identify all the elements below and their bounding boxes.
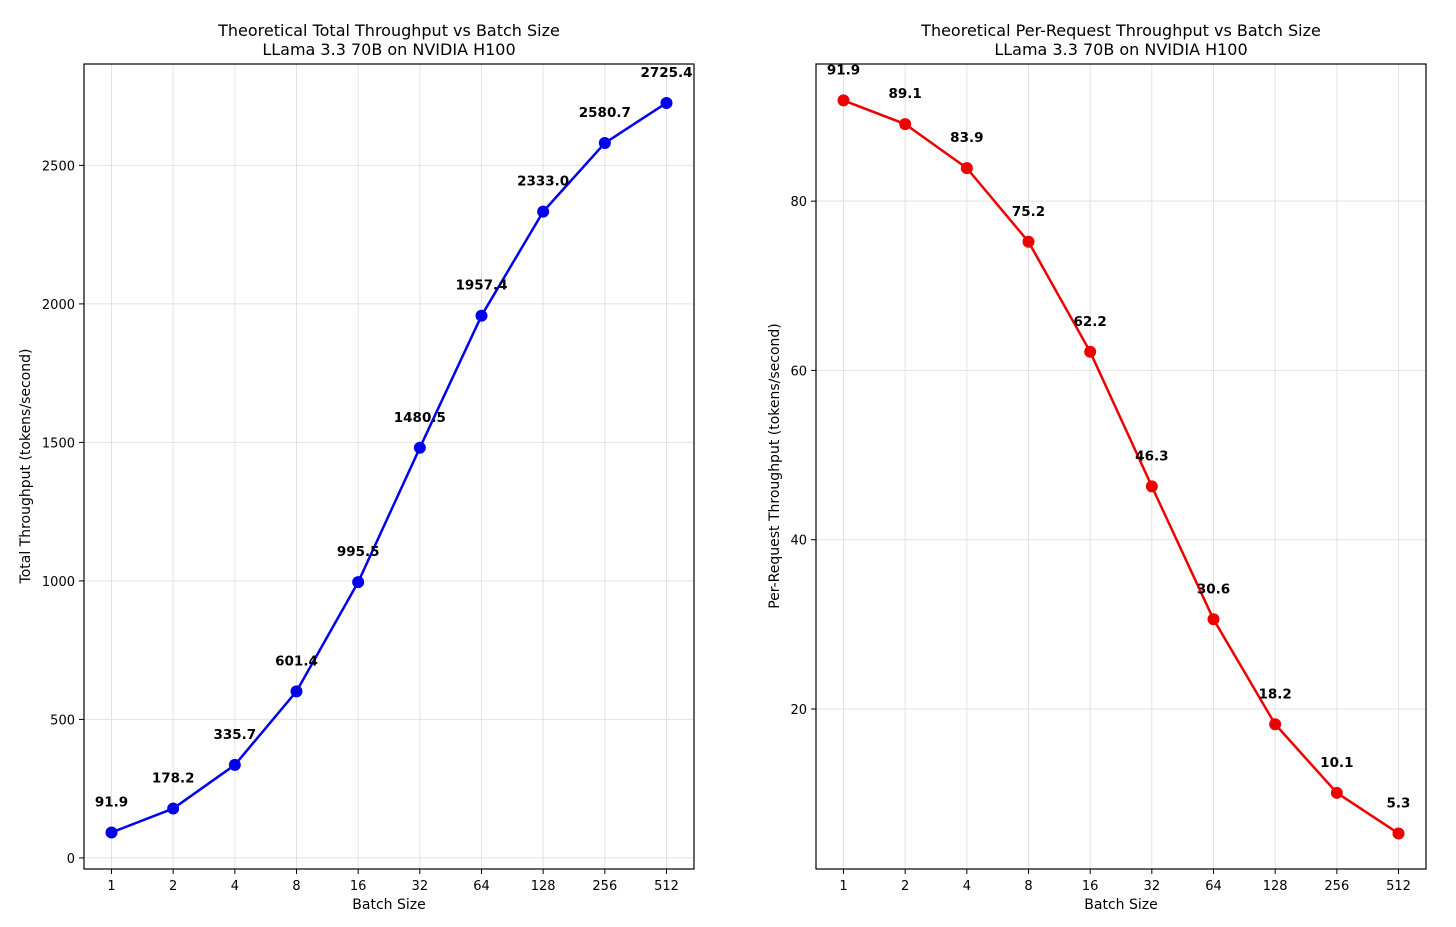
- data-labels: 91.9 89.1 83.9 75.2 62.2 46.3 30.6 18.2 10.1 5.3: [827, 62, 1411, 811]
- x-tick-label: 8: [292, 879, 300, 894]
- data-point: [1330, 786, 1343, 799]
- x-tick-label: 4: [231, 879, 239, 894]
- data-point: [290, 685, 303, 698]
- data-point: [1145, 480, 1158, 493]
- y-tick-label: 1000: [42, 575, 75, 590]
- x-tick-label: 8: [1024, 879, 1032, 894]
- data-label: 89.1: [889, 86, 922, 102]
- x-tick-label: 1: [839, 879, 847, 894]
- x-axis-ticks: 1 2 4 8 16 32 64 128 256 512: [107, 869, 679, 894]
- data-label: 1480.5: [394, 410, 446, 426]
- data-point: [1084, 345, 1097, 358]
- data-labels: 91.9 178.2 335.7 601.4 995.5 1480.5 1957.4 2333…: [95, 65, 693, 811]
- grid-lines: [84, 64, 694, 869]
- x-tick-label: 1: [107, 879, 115, 894]
- x-tick-label: 512: [654, 879, 679, 894]
- data-point: [837, 94, 850, 107]
- data-point: [1207, 613, 1220, 626]
- data-label: 91.9: [95, 794, 128, 810]
- data-label: 2725.4: [640, 65, 692, 81]
- chart-title: Theoretical Total Throughput vs Batch Si…: [217, 21, 560, 40]
- series: [105, 96, 673, 839]
- data-point: [598, 137, 611, 150]
- y-axis-label: Per-Request Throughput (tokens/second): [767, 323, 783, 609]
- x-tick-label: 32: [412, 879, 429, 894]
- data-point: [413, 441, 426, 454]
- x-tick-label: 2: [169, 879, 177, 894]
- y-axis-label: Total Throughput (tokens/second): [18, 349, 34, 585]
- series-line: [111, 101, 668, 834]
- x-tick-label: 2: [901, 879, 909, 894]
- chart-subtitle: LLama 3.3 70B on NVIDIA H100: [262, 40, 515, 59]
- y-tick-label: 2500: [42, 159, 75, 174]
- data-label: 10.1: [1320, 755, 1353, 771]
- total-throughput-chart: Theoretical Total Throughput vs Batch Si…: [18, 21, 695, 913]
- data-point: [899, 118, 912, 131]
- plot-frame: [83, 63, 695, 870]
- y-tick-label: 40: [790, 534, 807, 549]
- data-point: [352, 576, 365, 589]
- x-tick-label: 4: [963, 879, 971, 894]
- data-label: 601.4: [275, 653, 318, 669]
- x-tick-label: 256: [1324, 879, 1349, 894]
- data-label: 91.9: [827, 62, 860, 78]
- x-tick-label: 32: [1144, 879, 1161, 894]
- data-point: [1022, 235, 1035, 248]
- series: [837, 94, 1405, 840]
- x-tick-label: 16: [1082, 879, 1099, 894]
- data-point: [228, 758, 241, 771]
- data-label: 5.3: [1387, 795, 1411, 811]
- data-label: 75.2: [1012, 204, 1045, 220]
- data-label: 18.2: [1259, 686, 1292, 702]
- grid-lines: [816, 64, 1426, 869]
- data-label: 178.2: [152, 771, 195, 787]
- data-label: 30.6: [1197, 581, 1230, 597]
- x-tick-label: 256: [592, 879, 617, 894]
- y-tick-label: 1500: [42, 436, 75, 451]
- per-request-throughput-chart: Theoretical Per-Request Throughput vs Ba…: [767, 21, 1427, 913]
- data-point: [1269, 718, 1282, 731]
- y-tick-label: 0: [67, 852, 75, 867]
- x-tick-label: 128: [1263, 879, 1288, 894]
- y-axis-ticks: 0 500 1000 1500 2000 2500: [42, 159, 84, 867]
- y-tick-label: 500: [50, 713, 75, 728]
- data-label: 83.9: [950, 130, 983, 146]
- data-label: 46.3: [1135, 448, 1168, 464]
- data-point: [660, 96, 673, 109]
- data-point: [105, 826, 118, 839]
- data-label: 2580.7: [579, 105, 631, 121]
- data-label: 335.7: [213, 727, 256, 743]
- data-point: [537, 205, 550, 218]
- chart-subtitle: LLama 3.3 70B on NVIDIA H100: [994, 40, 1247, 59]
- plot-frame: [815, 63, 1427, 870]
- x-tick-label: 128: [531, 879, 556, 894]
- x-axis-ticks: 1 2 4 8 16 32 64 128 256 512: [839, 869, 1411, 894]
- chart-title: Theoretical Per-Request Throughput vs Ba…: [920, 21, 1321, 40]
- series-line: [843, 99, 1400, 835]
- y-tick-label: 80: [790, 195, 807, 210]
- y-tick-label: 20: [790, 703, 807, 718]
- y-tick-label: 2000: [42, 298, 75, 313]
- data-point: [1392, 827, 1405, 840]
- data-point: [960, 162, 973, 175]
- x-tick-label: 16: [350, 879, 367, 894]
- x-tick-label: 64: [1205, 879, 1222, 894]
- x-axis-label: Batch Size: [352, 897, 425, 913]
- data-label: 1957.4: [455, 278, 507, 294]
- data-point: [167, 802, 180, 815]
- data-point: [475, 309, 488, 322]
- x-axis-label: Batch Size: [1084, 897, 1157, 913]
- y-tick-label: 60: [790, 364, 807, 379]
- data-label: 2333.0: [517, 174, 569, 190]
- data-label: 62.2: [1074, 314, 1107, 330]
- x-tick-label: 512: [1386, 879, 1411, 894]
- x-tick-label: 64: [473, 879, 490, 894]
- data-label: 995.5: [337, 544, 380, 560]
- y-axis-ticks: 20 40 60 80: [790, 195, 816, 718]
